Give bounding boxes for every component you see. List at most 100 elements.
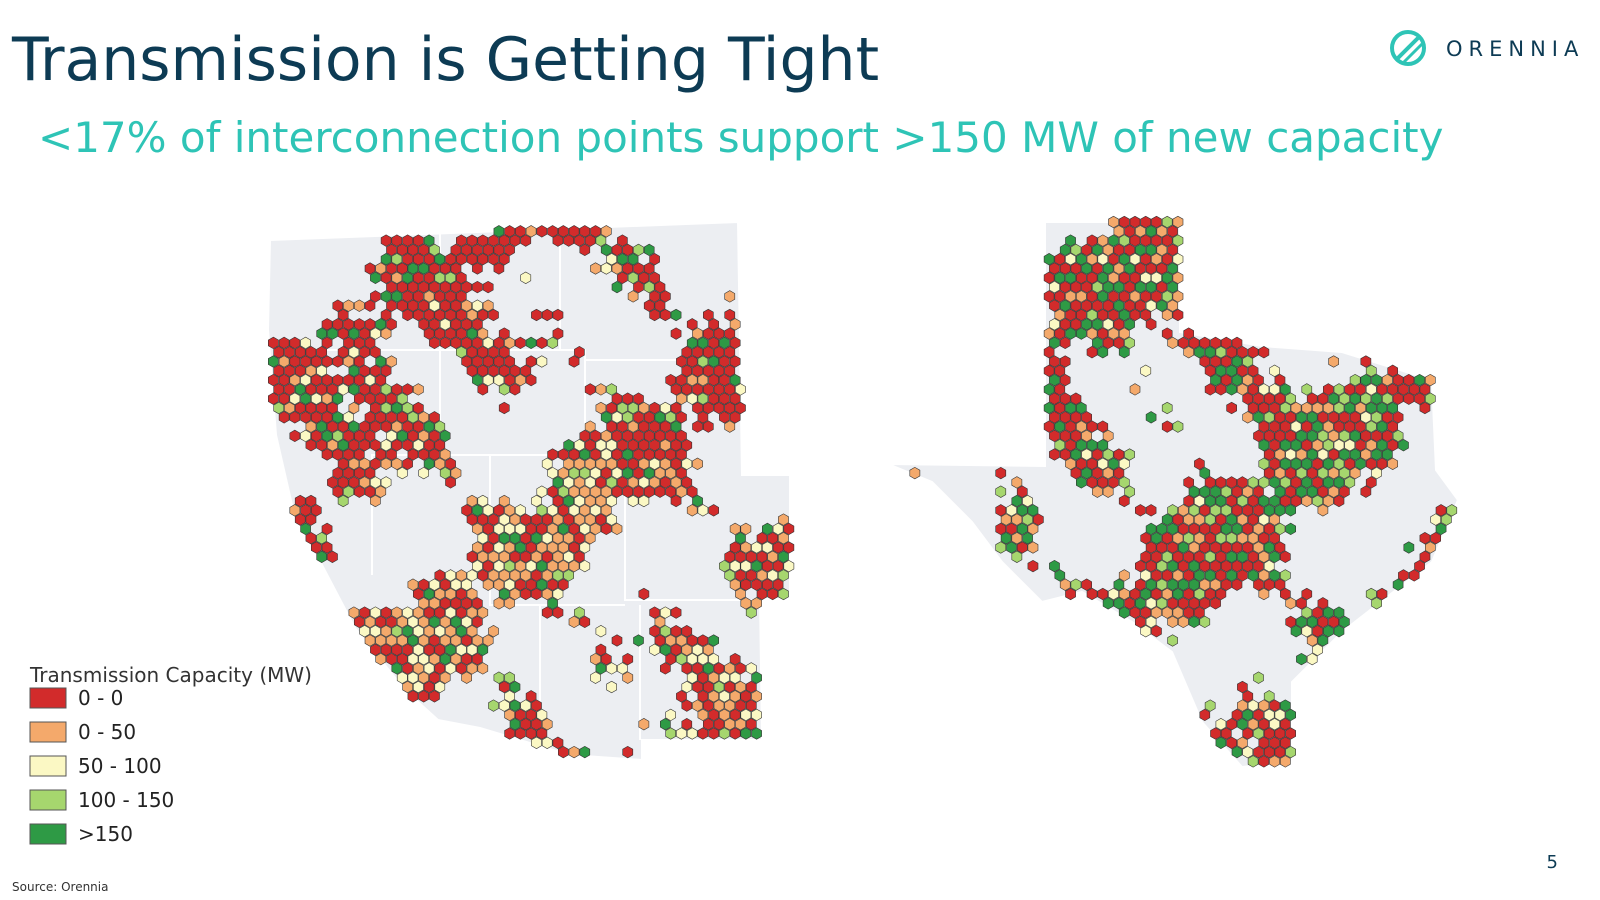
hex-cell [681,680,693,694]
hex-cell [1140,606,1152,619]
hex-cell [466,327,478,340]
hex-cell [1027,504,1039,517]
hex-cell [1006,504,1017,517]
hex-cell [1247,476,1259,489]
hex-cell [1108,215,1119,229]
hex-cell [439,429,451,443]
hex-cell [488,364,499,377]
hex-cell [1124,280,1135,294]
hex-cell [1312,643,1323,656]
hex-cell [1086,253,1098,266]
hex-cell [311,373,322,387]
hex-cell [1403,392,1415,405]
hex-cell [380,234,392,247]
hex-cell [1242,559,1254,573]
hex-cell [1059,392,1071,405]
hex-cell [370,401,381,415]
hex-cell [268,336,279,350]
hex-cell [660,457,671,470]
hex-cell [1263,541,1275,554]
hex-cell [751,690,762,703]
hex-cell [391,271,403,284]
hex-cell [1092,336,1103,350]
hex-cell [724,308,736,322]
hex-cell [681,662,693,675]
hex-cell [370,625,381,638]
hex-cell [590,504,601,517]
hex-cell [1387,457,1398,470]
hex-cell [606,680,617,694]
hex-cell [1049,336,1060,350]
hex-cell [370,439,381,452]
hex-cell [1285,429,1296,443]
hex-cell [1081,466,1092,480]
hex-cell [909,466,921,480]
hex-cell [370,290,381,303]
hex-cell [482,373,494,387]
hex-cell [289,429,301,443]
hex-cell [1167,299,1178,312]
hex-cell [1253,392,1264,405]
hex-cell [1097,420,1109,433]
hex-cell [423,308,435,322]
hex-cell [1306,466,1318,480]
hex-cell [396,652,408,666]
hex-cell [1183,327,1194,340]
hex-cell [692,346,703,359]
hex-cell [643,448,655,461]
hex-cell [670,383,682,396]
hex-cell [1269,736,1280,749]
hex-cell [1070,280,1082,294]
hex-cell [1382,448,1393,461]
hex-cell [703,420,714,433]
hex-cell [713,346,725,359]
hex-cell [579,504,591,517]
hex-cell [1253,578,1264,591]
hex-cell [1306,448,1318,461]
hex-cell [402,253,413,266]
hex-cell [493,541,505,554]
hex-cell [1070,392,1082,405]
hex-cell [1022,532,1033,545]
hex-cell [364,373,376,387]
hex-cell [686,504,698,517]
hex-cell [622,652,634,666]
hex-cell [423,420,435,433]
hex-cell [617,439,628,452]
hex-cell [735,383,746,396]
hex-cell [1274,466,1286,480]
hex-cell [703,401,714,415]
hex-cell [1081,411,1092,424]
hex-cell [1140,625,1152,638]
hex-cell [638,587,650,601]
hex-cell [1059,448,1071,461]
hex-cell [493,355,505,368]
hex-cell [445,476,456,489]
hex-cell [450,243,462,257]
hex-cell [1172,308,1184,322]
hex-cell [772,522,784,536]
hex-cell [1274,708,1286,722]
hex-cell [509,680,521,694]
hex-cell [1145,225,1157,238]
hex-cell [568,615,580,629]
hex-cell [1097,253,1109,266]
hex-cell [1204,346,1216,359]
hex-cell [273,383,285,396]
hex-cell [327,327,338,340]
hex-cell [482,299,494,312]
hex-cell [617,253,628,266]
hex-cell [1425,541,1436,554]
hex-cell [676,429,687,443]
hex-cell [1392,373,1404,387]
hex-cell [1011,532,1023,545]
hex-cell [396,466,408,480]
hex-cell [1161,606,1173,619]
hex-cell [343,373,354,387]
hex-cell [1323,420,1334,433]
hex-cell [1274,522,1286,536]
hex-cell [509,383,521,396]
hex-cell [498,327,510,340]
hex-cell [719,671,730,684]
hex-cell [611,392,623,405]
